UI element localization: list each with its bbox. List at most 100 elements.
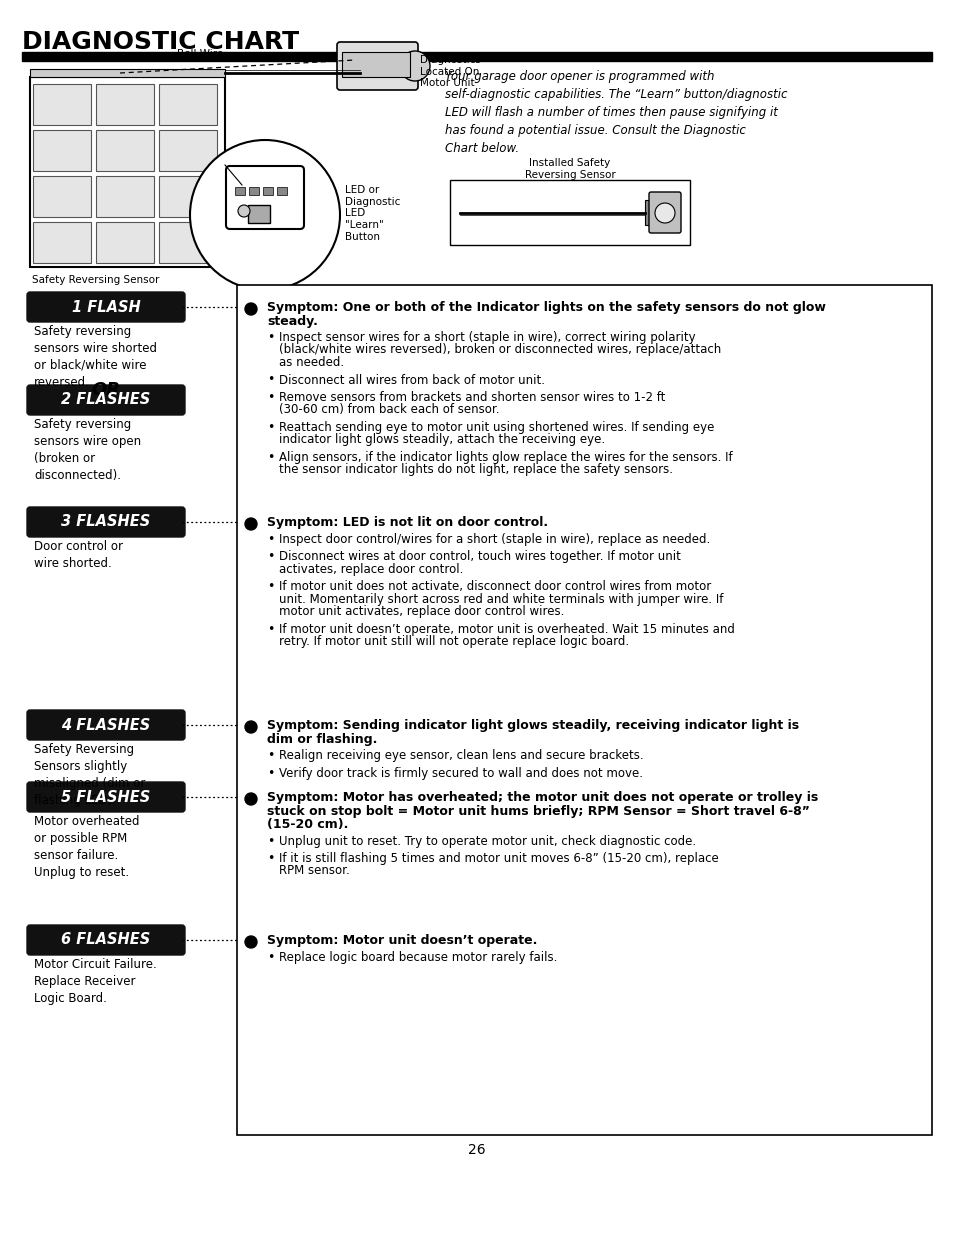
Bar (96, 222, 153, 263)
Text: LED or
Diagnostic
LED: LED or Diagnostic LED (345, 185, 400, 219)
Text: Unplug unit to reset. Try to operate motor unit, check diagnostic code.: Unplug unit to reset. Try to operate mot… (278, 835, 696, 847)
Bar (341, 52, 410, 77)
Text: Disconnect wires at door control, touch wires together. If motor unit: Disconnect wires at door control, touch … (278, 550, 680, 563)
Text: steady.: steady. (267, 315, 317, 327)
Text: the sensor indicator lights do not light, replace the safety sensors.: the sensor indicator lights do not light… (278, 463, 672, 477)
Circle shape (245, 721, 256, 734)
Circle shape (655, 203, 675, 224)
Text: "Learn"
Button: "Learn" Button (345, 220, 383, 242)
Bar (236, 285, 931, 1135)
Text: •: • (267, 421, 274, 433)
Text: Reattach sending eye to motor unit using shortened wires. If sending eye: Reattach sending eye to motor unit using… (278, 421, 714, 433)
Text: motor unit activates, replace door control wires.: motor unit activates, replace door contr… (278, 605, 564, 618)
Bar (159, 84, 216, 125)
FancyBboxPatch shape (226, 165, 304, 228)
FancyBboxPatch shape (27, 291, 185, 322)
Text: •: • (267, 532, 274, 546)
Text: Safety Reversing Sensor: Safety Reversing Sensor (32, 275, 159, 285)
Text: activates, replace door control.: activates, replace door control. (278, 562, 463, 576)
Text: •: • (267, 451, 274, 464)
Text: Replace logic board because motor rarely fails.: Replace logic board because motor rarely… (278, 951, 557, 963)
Bar (276, 186, 287, 195)
Bar (30, 77, 225, 267)
Circle shape (190, 140, 339, 290)
Text: Disconnect all wires from back of motor unit.: Disconnect all wires from back of motor … (278, 373, 544, 387)
Bar (96, 130, 153, 170)
Text: Symptom: LED is not lit on door control.: Symptom: LED is not lit on door control. (267, 516, 548, 529)
Text: •: • (267, 835, 274, 847)
Text: dim or flashing.: dim or flashing. (267, 732, 377, 746)
Text: indicator light glows steadily, attach the receiving eye.: indicator light glows steadily, attach t… (278, 433, 604, 447)
Bar (234, 186, 245, 195)
Circle shape (245, 517, 256, 530)
Text: •: • (267, 951, 274, 963)
Circle shape (237, 205, 250, 217)
Text: unit. Momentarily short across red and white terminals with jumper wire. If: unit. Momentarily short across red and w… (278, 593, 722, 605)
Text: Door control or
wire shorted.: Door control or wire shorted. (34, 540, 123, 571)
Text: Bell Wire: Bell Wire (176, 49, 223, 59)
Text: •: • (267, 391, 274, 404)
Text: 1 FLASH: 1 FLASH (71, 300, 140, 315)
Text: (30-60 cm) from back each of sensor.: (30-60 cm) from back each of sensor. (278, 404, 499, 416)
Bar (33, 222, 91, 263)
FancyBboxPatch shape (27, 385, 185, 415)
Text: •: • (267, 622, 274, 636)
Text: Symptom: One or both of the Indicator lights on the safety sensors do not glow: Symptom: One or both of the Indicator li… (267, 301, 825, 314)
Text: •: • (267, 748, 274, 762)
Text: retry. If motor unit still will not operate replace logic board.: retry. If motor unit still will not oper… (278, 635, 628, 648)
Text: Motor Circuit Failure.
Replace Receiver
Logic Board.: Motor Circuit Failure. Replace Receiver … (34, 958, 156, 1005)
FancyBboxPatch shape (27, 782, 185, 811)
Bar (96, 84, 153, 125)
FancyBboxPatch shape (27, 710, 185, 740)
Text: •: • (267, 852, 274, 864)
Text: Safety reversing
sensors wire open
(broken or
disconnected).: Safety reversing sensors wire open (brok… (34, 417, 141, 482)
Text: If motor unit does not activate, disconnect door control wires from motor: If motor unit does not activate, disconn… (278, 580, 711, 593)
Bar (263, 186, 273, 195)
Text: If it is still flashing 5 times and motor unit moves 6-8” (15-20 cm), replace: If it is still flashing 5 times and moto… (278, 852, 718, 864)
Bar (33, 130, 91, 170)
FancyBboxPatch shape (27, 925, 185, 955)
FancyBboxPatch shape (648, 191, 680, 233)
Text: RPM sensor.: RPM sensor. (278, 864, 350, 878)
Text: •: • (267, 331, 274, 345)
Text: Safety reversing
sensors wire shorted
or black/white wire
reversed.: Safety reversing sensors wire shorted or… (34, 325, 157, 389)
Text: Motor overheated
or possible RPM
sensor failure.
Unplug to reset.: Motor overheated or possible RPM sensor … (34, 815, 139, 879)
FancyBboxPatch shape (27, 508, 185, 537)
Text: •: • (267, 580, 274, 593)
Bar (450, 180, 689, 245)
Text: Inspect door control/wires for a short (staple in wire), replace as needed.: Inspect door control/wires for a short (… (278, 532, 709, 546)
Text: Symptom: Motor has overheated; the motor unit does not operate or trolley is: Symptom: Motor has overheated; the motor… (267, 790, 818, 804)
Circle shape (245, 793, 256, 805)
Text: Remove sensors from brackets and shorten sensor wires to 1-2 ft: Remove sensors from brackets and shorten… (278, 391, 664, 404)
Text: Diagnostics
Located On
Motor Unit: Diagnostics Located On Motor Unit (419, 56, 480, 88)
Text: (black/white wires reversed), broken or disconnected wires, replace/attach: (black/white wires reversed), broken or … (278, 343, 720, 357)
Circle shape (245, 303, 256, 315)
Text: Inspect sensor wires for a short (staple in wire), correct wiring polarity: Inspect sensor wires for a short (staple… (278, 331, 695, 345)
Bar (159, 222, 216, 263)
Text: •: • (267, 373, 274, 387)
Text: If motor unit doesn’t operate, motor unit is overheated. Wait 15 minutes and: If motor unit doesn’t operate, motor uni… (278, 622, 734, 636)
Text: Symptom: Motor unit doesn’t operate.: Symptom: Motor unit doesn’t operate. (267, 934, 537, 947)
Text: •: • (267, 550, 274, 563)
Text: 4 FLASHES: 4 FLASHES (61, 718, 151, 732)
Bar (33, 84, 91, 125)
Circle shape (399, 51, 430, 82)
Text: (15-20 cm).: (15-20 cm). (267, 818, 348, 831)
Text: 2 FLASHES: 2 FLASHES (61, 393, 151, 408)
Bar (33, 177, 91, 217)
Bar (159, 130, 216, 170)
FancyBboxPatch shape (336, 42, 417, 90)
Bar (644, 200, 650, 225)
Text: as needed.: as needed. (278, 356, 344, 369)
Bar (249, 186, 258, 195)
Text: 3 FLASHES: 3 FLASHES (61, 515, 151, 530)
Bar (96, 177, 153, 217)
Text: stuck on stop bolt = Motor unit hums briefly; RPM Sensor = Short travel 6-8”: stuck on stop bolt = Motor unit hums bri… (267, 804, 809, 818)
Text: 6 FLASHES: 6 FLASHES (61, 932, 151, 947)
Text: Installed Safety
Reversing Sensor: Installed Safety Reversing Sensor (524, 158, 615, 180)
Circle shape (245, 936, 256, 948)
Text: 5 FLASHES: 5 FLASHES (61, 789, 151, 804)
Bar (159, 177, 216, 217)
Text: OR: OR (91, 382, 120, 399)
Bar (30, 69, 225, 77)
